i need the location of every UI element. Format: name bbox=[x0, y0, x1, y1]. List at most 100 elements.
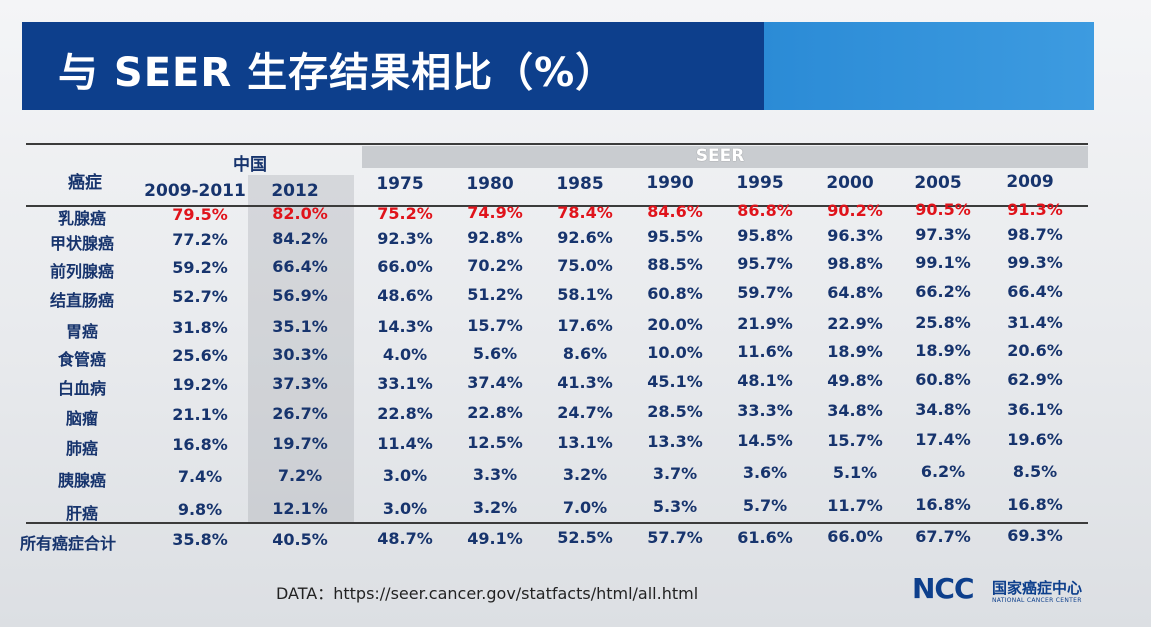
ncc-logo: NCC 国家癌症中心 NATIONAL CANCER CENTER bbox=[912, 572, 1112, 612]
table-cell: 95.7% bbox=[737, 254, 793, 273]
table-cell: 9.8% bbox=[177, 500, 223, 519]
table-cell: 96.3% bbox=[827, 226, 883, 245]
table-cell: 37.4% bbox=[467, 373, 523, 392]
table-cell: 26.7% bbox=[272, 404, 328, 423]
table-cell: 90.2% bbox=[827, 201, 883, 220]
table-cell: 12.5% bbox=[467, 433, 523, 452]
table-cell: 24.7% bbox=[557, 403, 613, 422]
column-header: 1995 bbox=[736, 173, 784, 193]
column-2012-shading bbox=[248, 175, 354, 522]
table-cell: 25.6% bbox=[172, 346, 228, 365]
table-cell: 66.0% bbox=[377, 257, 433, 276]
table-cell: 7.0% bbox=[562, 498, 608, 517]
table-cell: 3.0% bbox=[382, 466, 428, 485]
total-cell: 57.7% bbox=[647, 528, 703, 547]
total-cell: 48.7% bbox=[377, 529, 433, 548]
table-cell: 82.0% bbox=[272, 204, 328, 223]
table-cell: 3.0% bbox=[382, 499, 428, 518]
table-cell: 10.0% bbox=[647, 343, 703, 362]
table-cell: 31.8% bbox=[172, 318, 228, 337]
table-cell: 70.2% bbox=[467, 256, 523, 275]
seer-header-band bbox=[362, 146, 1088, 168]
table-cell: 90.5% bbox=[915, 200, 971, 219]
column-header: 1985 bbox=[556, 174, 604, 194]
table-top-rule bbox=[26, 143, 1088, 145]
column-header: 1975 bbox=[376, 174, 424, 194]
table-cell: 45.1% bbox=[647, 372, 703, 391]
table-cell: 77.2% bbox=[172, 230, 228, 249]
row-label: 肺癌 bbox=[65, 439, 98, 458]
table-cell: 34.8% bbox=[915, 400, 971, 419]
table-cell: 86.8% bbox=[737, 201, 793, 220]
table-cell: 12.1% bbox=[272, 499, 328, 518]
total-cell: 49.1% bbox=[467, 529, 523, 548]
table-cell: 34.8% bbox=[827, 401, 883, 420]
table-cell: 5.1% bbox=[832, 463, 878, 482]
table-cell: 6.2% bbox=[920, 462, 966, 481]
table-cell: 31.4% bbox=[1007, 313, 1063, 332]
column-header: 1980 bbox=[466, 174, 514, 194]
table-cell: 92.8% bbox=[467, 228, 523, 247]
table-cell: 64.8% bbox=[827, 283, 883, 302]
table-cell: 36.1% bbox=[1007, 400, 1063, 419]
table-cell: 18.9% bbox=[827, 342, 883, 361]
table-cell: 88.5% bbox=[647, 255, 703, 274]
slide-title: 与 SEER 生存结果相比（%） bbox=[58, 50, 617, 96]
row-label: 乳腺癌 bbox=[57, 209, 106, 228]
row-label: 胃癌 bbox=[65, 322, 98, 341]
row-label: 脑瘤 bbox=[65, 409, 98, 428]
seer-group-header: SEER bbox=[695, 146, 745, 166]
table-cell: 7.2% bbox=[277, 466, 323, 485]
table-cell: 84.6% bbox=[647, 202, 703, 221]
table-cell: 99.1% bbox=[915, 253, 971, 272]
table-cell: 3.2% bbox=[562, 465, 608, 484]
table-cell: 91.3% bbox=[1007, 200, 1063, 219]
table-cell: 20.6% bbox=[1007, 341, 1063, 360]
column-header: 2005 bbox=[914, 173, 962, 193]
table-cell: 59.7% bbox=[737, 283, 793, 302]
table-cell: 22.9% bbox=[827, 314, 883, 333]
ncc-logo-en: NATIONAL CANCER CENTER bbox=[992, 597, 1082, 604]
table-cell: 13.3% bbox=[647, 432, 703, 451]
table-cell: 78.4% bbox=[557, 203, 613, 222]
table-cell: 92.3% bbox=[377, 229, 433, 248]
table-cell: 75.2% bbox=[377, 204, 433, 223]
table-cell: 11.6% bbox=[737, 342, 793, 361]
table-cell: 8.5% bbox=[1012, 462, 1058, 481]
row-label: 甲状腺癌 bbox=[49, 234, 114, 253]
table-cell: 37.3% bbox=[272, 374, 328, 393]
table-cell: 5.3% bbox=[652, 497, 698, 516]
table-cell: 5.7% bbox=[742, 496, 788, 515]
total-cell: 67.7% bbox=[915, 527, 971, 546]
row-label: 结直肠癌 bbox=[49, 291, 114, 310]
table-cell: 56.9% bbox=[272, 286, 328, 305]
table-cell: 20.0% bbox=[647, 315, 703, 334]
column-header: 2012 bbox=[271, 181, 319, 201]
table-cell: 19.7% bbox=[272, 434, 328, 453]
table-cell: 16.8% bbox=[172, 435, 228, 454]
total-cell: 61.6% bbox=[737, 528, 793, 547]
row-label: 食管癌 bbox=[57, 350, 106, 369]
row-label: 白血病 bbox=[57, 379, 106, 398]
ncc-logo-cn: 国家癌症中心 bbox=[992, 579, 1083, 597]
row-label: 前列腺癌 bbox=[49, 262, 114, 281]
total-cell: 69.3% bbox=[1007, 526, 1063, 545]
table-cell: 75.0% bbox=[557, 256, 613, 275]
table-cell: 33.1% bbox=[377, 374, 433, 393]
title-accent-block bbox=[764, 22, 1094, 110]
table-total-rule bbox=[26, 522, 1088, 524]
table-cell: 22.8% bbox=[377, 404, 433, 423]
table-cell: 62.9% bbox=[1007, 370, 1063, 389]
ncc-logo-mark: NCC bbox=[912, 572, 975, 605]
table-cell: 95.5% bbox=[647, 227, 703, 246]
table-cell: 79.5% bbox=[172, 205, 228, 224]
table-cell: 11.4% bbox=[377, 434, 433, 453]
table-cell: 4.0% bbox=[382, 345, 428, 364]
column-header: 1990 bbox=[646, 173, 694, 193]
table-cell: 95.8% bbox=[737, 226, 793, 245]
table-cell: 35.1% bbox=[272, 317, 328, 336]
table-cell: 28.5% bbox=[647, 402, 703, 421]
table-cell: 19.2% bbox=[172, 375, 228, 394]
table-cell: 74.9% bbox=[467, 203, 523, 222]
